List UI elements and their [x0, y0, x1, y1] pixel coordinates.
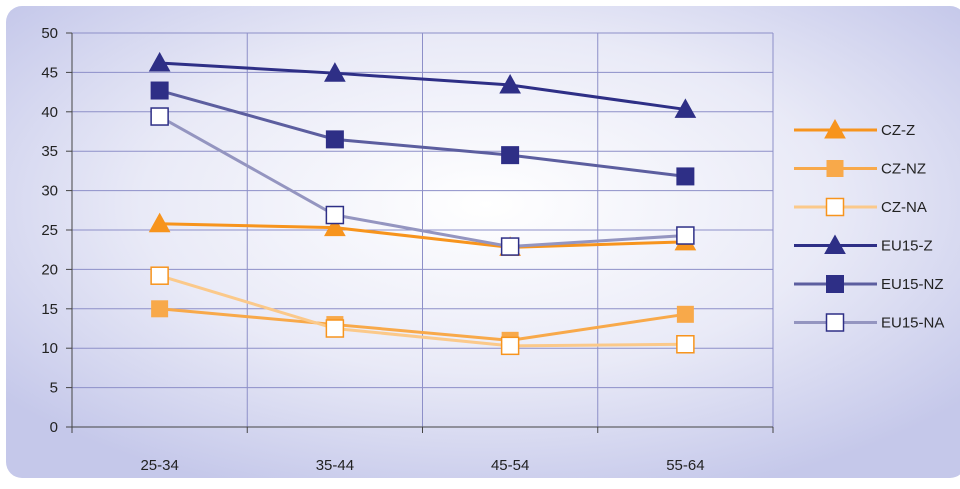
- legend-label: CZ-NA: [881, 199, 927, 216]
- y-tick-label: 35: [41, 143, 58, 160]
- data-point-marker: [826, 275, 844, 293]
- series-line: [159, 222, 686, 249]
- data-point-marker: [676, 226, 695, 245]
- legend-item: CZ-NA: [794, 197, 927, 217]
- data-point-marker: [499, 73, 521, 94]
- legend-item: CZ-Z: [794, 118, 915, 139]
- data-point-marker: [501, 146, 520, 165]
- data-point-marker: [324, 62, 346, 82]
- y-tick-label: 0: [50, 419, 58, 436]
- data-point-marker: [676, 305, 694, 323]
- data-point-marker: [325, 205, 345, 225]
- series-line: [159, 274, 686, 348]
- series-eu15-nz: [150, 81, 695, 186]
- series-cz-na: [150, 266, 695, 356]
- axes: 0 5 10 15 20 25 30 35 40 45 50 25-34 35-44 45-54 55-64: [41, 25, 774, 474]
- y-tick-label: 10: [41, 340, 58, 357]
- data-point-marker: [500, 237, 520, 256]
- data-point-marker: [674, 98, 697, 118]
- y-tick-label: 15: [41, 301, 58, 318]
- data-point-marker: [676, 167, 695, 186]
- x-tick-label: 25-34: [140, 457, 178, 474]
- y-tick-label: 40: [41, 104, 58, 121]
- series-lines: [148, 51, 697, 356]
- legend-label: EU15-NZ: [881, 276, 944, 293]
- x-tick-label: 55-64: [666, 457, 704, 474]
- data-point-marker: [824, 234, 846, 254]
- data-point-marker: [324, 216, 346, 237]
- legend-item: CZ-NZ: [794, 160, 926, 178]
- y-tick-label: 50: [41, 25, 58, 42]
- legend-item: EU15-Z: [794, 234, 933, 255]
- legend-item: EU15-NZ: [794, 275, 944, 293]
- legend-label: EU15-Z: [881, 238, 933, 255]
- data-point-marker: [150, 266, 169, 285]
- data-point-marker: [500, 336, 520, 356]
- series-line: [158, 115, 686, 249]
- y-tick-label: 5: [50, 380, 58, 397]
- data-point-marker: [151, 300, 169, 318]
- data-point-marker: [148, 212, 171, 233]
- legend-label: CZ-NZ: [881, 161, 926, 178]
- data-point-marker: [825, 197, 845, 217]
- data-point-marker: [824, 118, 846, 139]
- legend: CZ-Z CZ-NZ CZ-NA EU15-Z EU15-NZ EU15-NA: [794, 118, 944, 332]
- series-line: [159, 307, 686, 342]
- y-tick-label: 45: [41, 64, 58, 81]
- y-tick-label: 30: [41, 183, 58, 200]
- data-point-marker: [826, 160, 844, 177]
- series-line: [159, 89, 686, 178]
- data-point-marker: [150, 107, 169, 126]
- y-tick-label: 25: [41, 222, 58, 239]
- legend-item: EU15-NA: [794, 313, 944, 332]
- series-eu15-na: [150, 107, 695, 256]
- data-point-marker: [325, 130, 344, 149]
- data-point-marker: [825, 313, 845, 332]
- x-tick-label: 35-44: [316, 457, 354, 474]
- data-point-marker: [148, 51, 171, 72]
- y-tick-label: 20: [41, 261, 58, 278]
- legend-label: CZ-Z: [881, 122, 915, 139]
- series-line: [159, 61, 686, 111]
- legend-label: EU15-NA: [881, 315, 944, 332]
- data-point-marker: [676, 335, 695, 354]
- data-point-marker: [150, 81, 169, 100]
- x-tick-label: 45-54: [491, 457, 529, 474]
- data-point-marker: [325, 319, 345, 338]
- series-eu15-z: [148, 51, 697, 118]
